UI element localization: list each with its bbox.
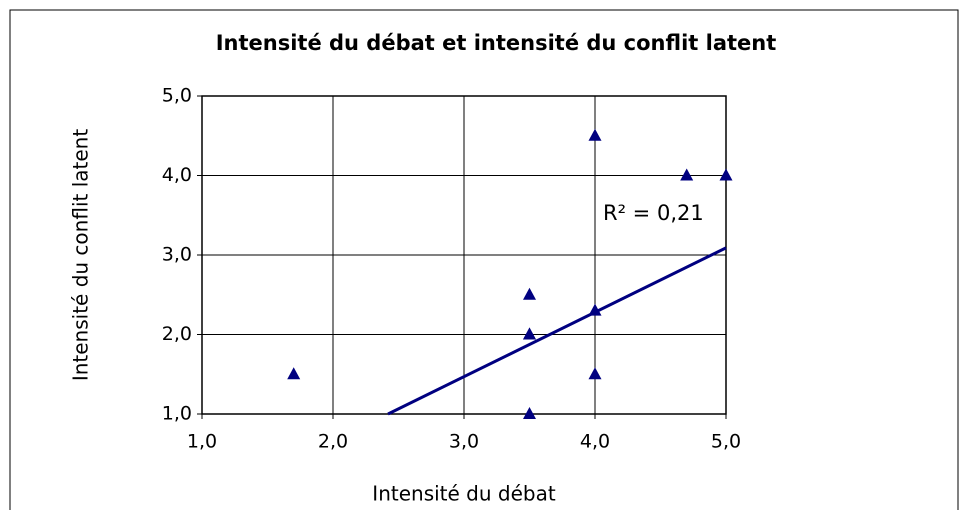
chart-frame	[9, 9, 959, 510]
scatter-point	[680, 168, 694, 181]
scatter-point	[287, 367, 301, 380]
y-tick-label: 3,0	[162, 244, 192, 266]
scatter-point	[588, 367, 602, 380]
scatter-point	[719, 168, 733, 181]
y-tick-label: 2,0	[162, 323, 192, 345]
x-tick-label: 1,0	[187, 431, 217, 453]
x-tick-label: 3,0	[449, 431, 479, 453]
scatter-point	[523, 407, 536, 419]
x-tick-label: 4,0	[580, 431, 610, 453]
chart-title: Intensité du débat et intensité du confl…	[216, 31, 777, 55]
trendline	[387, 246, 727, 416]
y-axis-label: Intensité du conflit latent	[69, 129, 93, 382]
plot-area	[201, 95, 727, 415]
scatter-point	[523, 287, 536, 300]
y-tick-label: 5,0	[162, 85, 192, 107]
x-tick-label: 2,0	[318, 431, 348, 453]
scatter-point	[588, 128, 602, 141]
y-tick-label: 4,0	[162, 164, 192, 186]
x-axis-label: Intensité du débat	[372, 482, 556, 506]
y-tick-label: 1,0	[162, 403, 192, 425]
scatter-point	[523, 327, 536, 340]
annotation: R² = 0,21	[603, 201, 704, 225]
x-tick-label: 5,0	[711, 431, 741, 453]
scatter-point	[588, 303, 602, 316]
